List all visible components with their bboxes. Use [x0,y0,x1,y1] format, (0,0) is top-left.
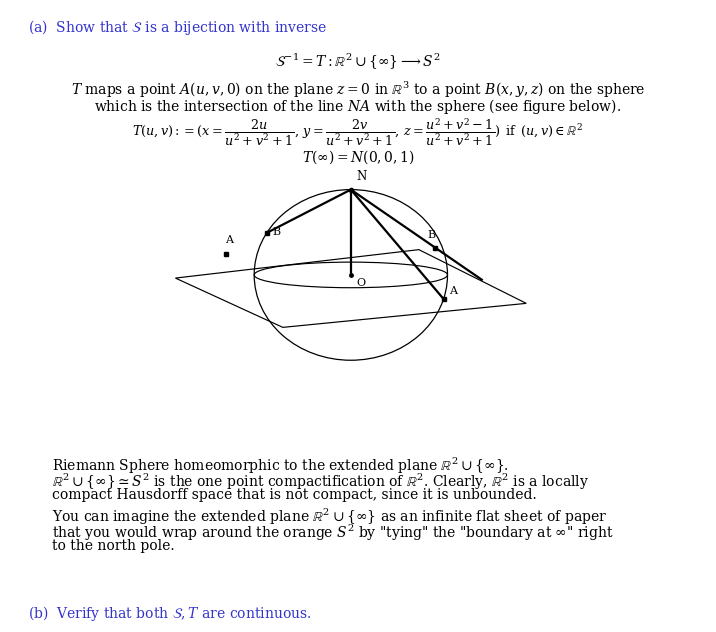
Text: B: B [427,230,436,240]
Text: $T(\infty) = N(0,0,1)$: $T(\infty) = N(0,0,1)$ [301,148,415,166]
Text: $T(u,v) := (x = \dfrac{2u}{u^2+v^2+1},\, y = \dfrac{2v}{u^2+v^2+1},\, z = \dfrac: $T(u,v) := (x = \dfrac{2u}{u^2+v^2+1},\,… [132,116,584,148]
Text: which is the intersection of the line $NA$ with the sphere (see figure below).: which is the intersection of the line $N… [95,97,621,116]
Text: that you would wrap around the orange $S^2$ by "tying" the "boundary at $\infty$: that you would wrap around the orange $S… [52,523,613,544]
Text: $\mathcal{S}^{-1} = T : \mathbb{R}^2 \cup \{\infty\} \longrightarrow S^2$: $\mathcal{S}^{-1} = T : \mathbb{R}^2 \cu… [275,52,441,72]
Text: O: O [357,278,366,288]
Text: Riemann Sphere homeomorphic to the extended plane $\mathbb{R}^2 \cup \{\infty\}$: Riemann Sphere homeomorphic to the exten… [52,456,508,477]
Text: B: B [273,227,281,236]
Text: N: N [357,170,367,183]
Text: A: A [450,286,458,296]
Text: to the north pole.: to the north pole. [52,539,174,553]
Text: compact Hausdorff space that is not compact, since it is unbounded.: compact Hausdorff space that is not comp… [52,488,536,502]
Text: (b)  Verify that both $\mathcal{S}, T$ are continuous.: (b) Verify that both $\mathcal{S}, T$ ar… [28,604,311,623]
Text: A: A [225,235,233,245]
Text: $T$ maps a point $A(u, v, 0)$ on the plane $z = 0$ in $\mathbb{R}^3$ to a point : $T$ maps a point $A(u, v, 0)$ on the pla… [71,80,645,100]
Text: (a)  Show that $\mathcal{S}$ is a bijection with inverse: (a) Show that $\mathcal{S}$ is a bijecti… [28,18,327,37]
Text: $\mathbb{R}^2 \cup \{\infty\} \simeq S^2$ is the one point compactification of $: $\mathbb{R}^2 \cup \{\infty\} \simeq S^2… [52,472,589,492]
Text: You can imagine the extended plane $\mathbb{R}^2 \cup \{\infty\}$ as an infinite: You can imagine the extended plane $\mat… [52,507,606,527]
